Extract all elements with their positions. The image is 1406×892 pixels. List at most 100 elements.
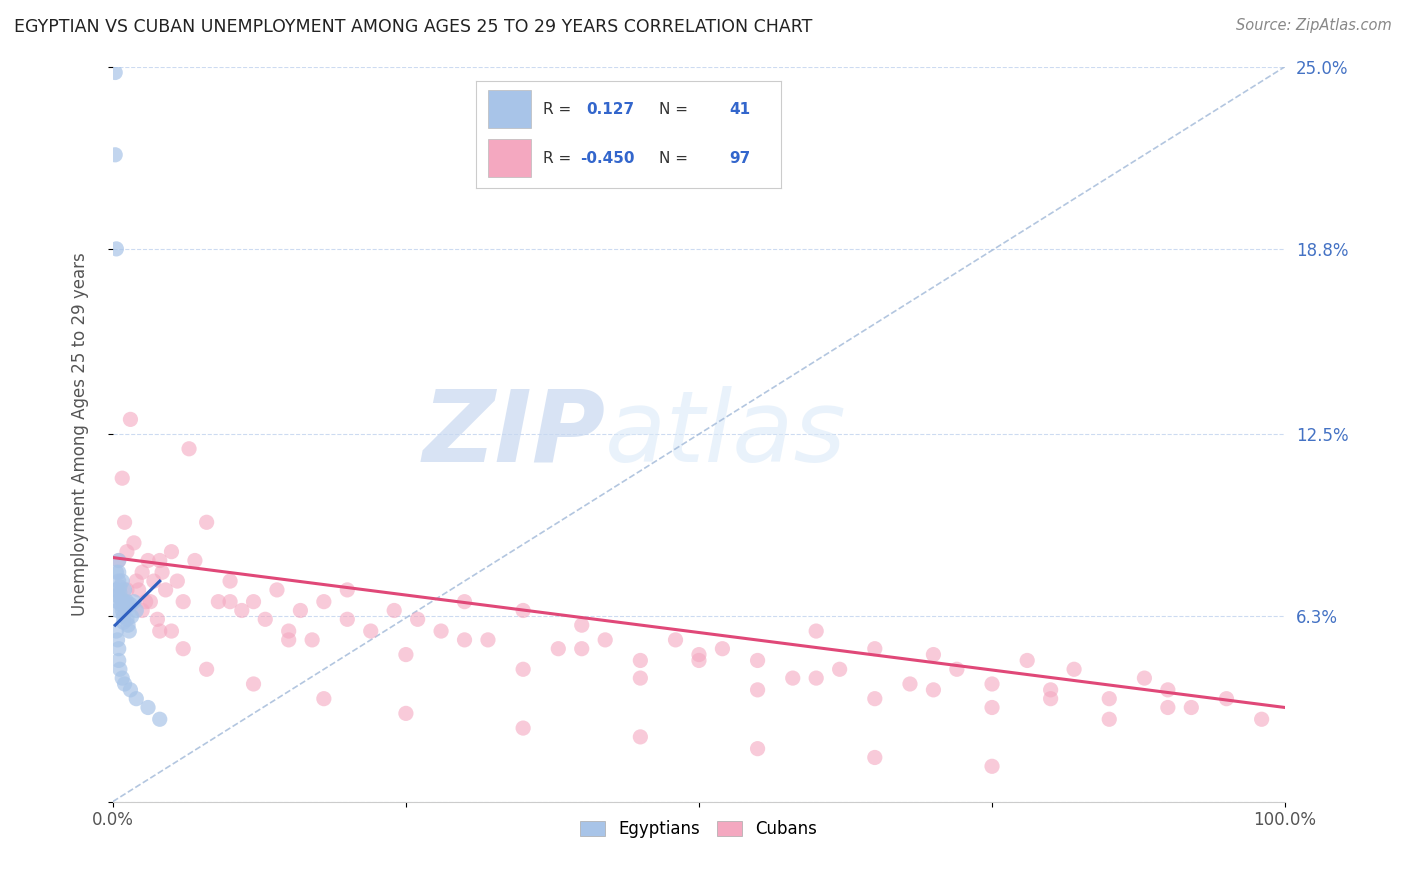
Point (105, 242, 128, 256)
Point (828, 662, 851, 676)
Point (863, 750, 886, 764)
Point (922, 648, 945, 662)
Point (336, 612, 359, 626)
Text: atlas: atlas (605, 385, 846, 483)
Point (628, 671, 651, 685)
Point (806, 624, 828, 638)
Point (922, 682, 945, 697)
Point (242, 677, 264, 691)
Point (1180, 700, 1202, 714)
Point (277, 632, 299, 647)
Point (898, 677, 921, 691)
Point (160, 544, 183, 558)
Point (806, 671, 828, 685)
Point (219, 574, 242, 588)
Point (312, 595, 335, 609)
Point (108, 662, 131, 676)
Point (105, 624, 128, 638)
Point (122, 595, 145, 609)
Point (1133, 671, 1156, 685)
Point (312, 691, 335, 706)
Point (688, 653, 710, 667)
Point (782, 671, 804, 685)
Point (395, 648, 418, 662)
Point (149, 624, 172, 638)
Point (172, 641, 194, 656)
Point (111, 574, 134, 588)
Point (266, 582, 288, 597)
Point (946, 662, 969, 676)
Point (110, 598, 132, 612)
Point (477, 632, 499, 647)
Point (453, 632, 475, 647)
Point (593, 632, 616, 647)
Point (512, 603, 534, 617)
Point (107, 641, 129, 656)
Point (136, 553, 159, 567)
Point (139, 595, 162, 609)
Point (120, 412, 142, 426)
Point (863, 641, 886, 656)
Point (219, 595, 242, 609)
Point (115, 582, 138, 597)
Point (125, 691, 148, 706)
Point (112, 615, 135, 630)
Point (1039, 691, 1062, 706)
Point (115, 595, 138, 609)
Point (108, 580, 131, 594)
Point (107, 553, 129, 567)
Point (107, 653, 129, 667)
Point (1250, 712, 1272, 726)
Point (114, 582, 136, 597)
Point (571, 641, 593, 656)
Text: ZIP: ZIP (422, 385, 605, 483)
Point (107, 574, 129, 588)
Point (107, 595, 129, 609)
Point (1017, 653, 1039, 667)
Point (149, 553, 172, 567)
Point (114, 600, 136, 615)
Point (1215, 691, 1237, 706)
Point (688, 648, 710, 662)
Point (125, 603, 148, 617)
Point (1157, 700, 1180, 714)
Text: EGYPTIAN VS CUBAN UNEMPLOYMENT AMONG AGES 25 TO 29 YEARS CORRELATION CHART: EGYPTIAN VS CUBAN UNEMPLOYMENT AMONG AGE… (14, 18, 813, 36)
Point (453, 595, 475, 609)
Point (160, 624, 183, 638)
Text: Source: ZipAtlas.com: Source: ZipAtlas.com (1236, 18, 1392, 33)
Point (711, 641, 734, 656)
Point (117, 618, 139, 632)
Point (863, 691, 886, 706)
Point (128, 582, 150, 597)
Point (395, 706, 418, 721)
Point (118, 624, 141, 638)
Point (628, 730, 651, 744)
Point (195, 516, 218, 530)
Point (136, 700, 159, 714)
Point (664, 632, 686, 647)
Point (122, 536, 145, 550)
Point (114, 516, 136, 530)
Point (107, 566, 129, 580)
Point (166, 574, 188, 588)
Point (277, 624, 299, 638)
Point (512, 662, 534, 676)
Point (110, 591, 132, 606)
Point (747, 741, 769, 756)
Point (121, 609, 143, 624)
Point (111, 671, 134, 685)
Point (115, 544, 138, 558)
Point (231, 603, 253, 617)
Point (336, 582, 359, 597)
Point (406, 612, 429, 626)
Point (108, 586, 131, 600)
Point (254, 612, 277, 626)
Point (382, 603, 405, 617)
Point (747, 653, 769, 667)
Point (1157, 682, 1180, 697)
Point (512, 721, 534, 735)
Point (131, 566, 153, 580)
Point (114, 595, 136, 609)
Point (149, 712, 172, 726)
Point (207, 595, 229, 609)
